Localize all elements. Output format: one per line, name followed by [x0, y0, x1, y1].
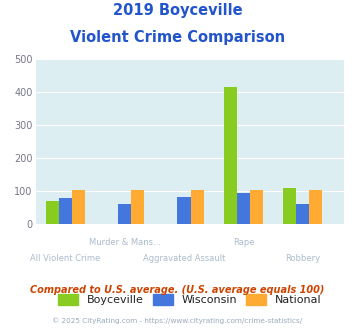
Text: Aggravated Assault: Aggravated Assault: [143, 254, 225, 263]
Text: © 2025 CityRating.com - https://www.cityrating.com/crime-statistics/: © 2025 CityRating.com - https://www.city…: [53, 317, 302, 324]
Text: Rape: Rape: [233, 238, 254, 247]
Bar: [191, 190, 203, 224]
Text: Murder & Mans...: Murder & Mans...: [89, 238, 160, 247]
Text: Robbery: Robbery: [285, 254, 320, 263]
Legend: Boyceville, Wisconsin, National: Boyceville, Wisconsin, National: [54, 289, 326, 310]
Bar: [45, 201, 59, 224]
Bar: [72, 190, 85, 224]
Bar: [283, 188, 296, 224]
Text: Compared to U.S. average. (U.S. average equals 100): Compared to U.S. average. (U.S. average …: [30, 285, 325, 295]
Bar: [296, 204, 309, 224]
Bar: [59, 198, 72, 224]
Text: Violent Crime Comparison: Violent Crime Comparison: [70, 30, 285, 45]
Bar: [118, 204, 131, 224]
Text: 2019 Boyceville: 2019 Boyceville: [113, 3, 242, 18]
Bar: [224, 87, 237, 224]
Text: All Violent Crime: All Violent Crime: [30, 254, 100, 263]
Bar: [237, 193, 250, 224]
Bar: [131, 190, 144, 224]
Bar: [178, 197, 191, 224]
Bar: [309, 190, 322, 224]
Bar: [250, 190, 263, 224]
